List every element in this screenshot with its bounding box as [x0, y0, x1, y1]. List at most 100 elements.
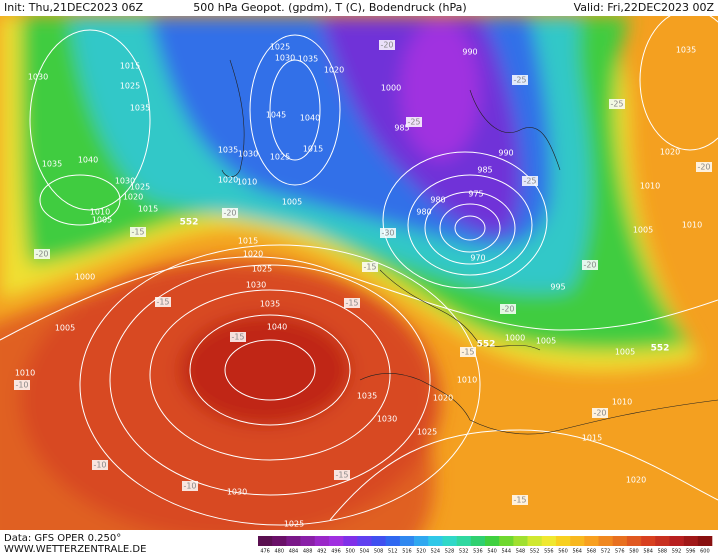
isobar-label: 1015 [238, 237, 258, 246]
data-source: Data: GFS OPER 0.250° [4, 533, 121, 544]
isobar-label: 1035 [42, 160, 62, 169]
temperature-label-box [155, 297, 171, 307]
isobar-label: 1025 [270, 43, 290, 52]
isobar-label: 1010 [612, 398, 632, 407]
isobar-label: 1035 [260, 300, 280, 309]
scale-swatch [612, 536, 628, 546]
scale-label: 540 [487, 549, 497, 555]
isobar-label: 1030 [227, 488, 247, 497]
temperature-label: -15 [461, 348, 474, 357]
scale-swatch [598, 536, 613, 546]
scale-label: 476 [260, 549, 270, 555]
isobar-label: 1015 [120, 62, 140, 71]
temperature-label-box [362, 262, 378, 272]
scale-label: 568 [587, 549, 597, 555]
isobar-label: 980 [430, 196, 445, 205]
temperature-label-box [334, 470, 350, 480]
scale-swatch [669, 536, 684, 546]
scale-label: 552 [530, 549, 540, 555]
temperature-label: -15 [513, 496, 526, 505]
scale-swatch [258, 536, 273, 546]
isobar-label: 1010 [682, 221, 702, 230]
temperature-label: -15 [131, 228, 144, 237]
isobar-label: 990 [462, 48, 477, 57]
isobar-label: 1035 [298, 55, 318, 64]
isobar [249, 34, 341, 186]
isobar-label: 985 [394, 124, 409, 133]
isobar-label: 995 [550, 283, 565, 292]
scale-swatch [584, 536, 599, 546]
scale-swatch [343, 536, 358, 546]
temperature-label-box [592, 408, 608, 418]
scale-label: 584 [643, 549, 653, 555]
coastline [221, 59, 245, 178]
isobar-label: 1005 [615, 348, 635, 357]
isobar-label: 975 [468, 190, 483, 199]
temperature-label-box [380, 228, 396, 238]
scale-label: 592 [672, 549, 682, 555]
temperature-label: -20 [501, 305, 514, 314]
scale-label: 576 [615, 549, 625, 555]
scale-swatch [541, 536, 557, 546]
isobar-label: 1020 [324, 66, 344, 75]
isobar-label: 1010 [90, 208, 110, 217]
temperature-label: -10 [93, 461, 106, 470]
isobar-label: 1015 [582, 434, 602, 443]
isobar-label: 1005 [92, 216, 112, 225]
isobar-label: 1035 [218, 146, 238, 155]
scale-swatch [286, 536, 301, 546]
temperature-label: -20 [380, 41, 393, 50]
temperature-label: -15 [363, 263, 376, 272]
scale-swatch [499, 536, 514, 546]
isobar-label: 1035 [357, 392, 377, 401]
isobar [639, 16, 718, 151]
map: 1030 1015 1025 1035 1040 1035 1030 1025 1020 1015… [0, 16, 718, 530]
isobar-label: 1035 [676, 46, 696, 55]
temperature-label-box [230, 332, 246, 342]
scale-label: 484 [289, 549, 299, 555]
temperature-label-box [379, 40, 395, 50]
temperature-label-box [512, 75, 528, 85]
temperature-label: -15 [345, 299, 358, 308]
scale-swatch [272, 536, 287, 546]
valid-time: Valid: Fri,22DEC2023 00Z [574, 1, 715, 14]
temperature-label: -20 [223, 209, 236, 218]
temperature-label-box [222, 208, 238, 218]
scale-swatch [513, 536, 528, 546]
scale-label: 516 [402, 549, 412, 555]
temperature-label: -20 [697, 163, 710, 172]
temperature-label: -20 [593, 409, 606, 418]
isobar [269, 59, 321, 161]
temperature-label-box [130, 227, 146, 237]
scale-swatch [399, 536, 415, 546]
temperature-label: -15 [156, 298, 169, 307]
height-label: 552 [477, 340, 496, 350]
isobar [189, 314, 351, 426]
isobar-label: 1045 [266, 111, 286, 120]
scale-label: 512 [388, 549, 398, 555]
scale-swatch [442, 536, 457, 546]
temperature-label: -25 [407, 118, 420, 127]
scale-label: 580 [629, 549, 639, 555]
field-violet [400, 20, 480, 160]
isobar [109, 264, 431, 496]
geopotential-field [0, 16, 700, 530]
isobar-label: 970 [470, 254, 485, 263]
scale-swatch [314, 536, 330, 546]
isobar-label: 1030 [28, 73, 48, 82]
scale-label: 588 [658, 549, 668, 555]
isobar-label: 1030 [377, 415, 397, 424]
isobar-label: 1040 [300, 114, 320, 123]
isobar-label: 990 [498, 149, 513, 158]
coastlines [221, 59, 718, 435]
scale-label: 500 [345, 549, 355, 555]
isobar-label: 1025 [252, 265, 272, 274]
scale-swatch [357, 536, 372, 546]
temperature-label: -25 [610, 100, 623, 109]
scale-swatch [385, 536, 401, 546]
init-time: Init: Thu,21DEC2023 06Z [4, 1, 144, 14]
scale-swatch [371, 536, 386, 546]
scale-swatch [428, 536, 443, 546]
